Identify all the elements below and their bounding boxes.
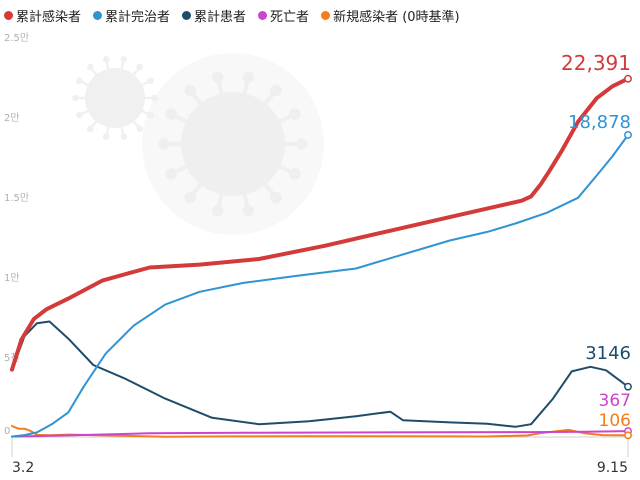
virus-icon: [142, 53, 324, 235]
legend-label: 累計感染者: [16, 9, 82, 25]
end-value-label: 367: [599, 391, 631, 411]
x-tick-label: 9.15: [597, 460, 628, 476]
legend-label: 新規感染者 (0時基準): [333, 9, 460, 25]
legend-swatch: [258, 10, 268, 20]
series-layer: [10, 76, 630, 438]
series-end-point: [624, 131, 632, 139]
legend-swatch: [4, 10, 13, 20]
legend-item-0: 累計感染者: [4, 6, 81, 25]
legend-swatch: [93, 10, 103, 20]
legend-swatch: [182, 10, 192, 20]
series-end-point: [624, 431, 632, 440]
end-value-label: 22,391: [561, 51, 631, 75]
legend-swatch: [321, 10, 331, 20]
y-tick-label: 2.5만: [4, 32, 29, 44]
series-line-0: [10, 76, 630, 372]
legend-item-4: 新規感染者 (0時基準): [321, 6, 460, 25]
y-tick-label: 0: [4, 426, 10, 437]
series-line-4: [11, 425, 629, 438]
legend-label: 累計完治者: [105, 9, 171, 25]
end-value-label: 3146: [585, 343, 631, 364]
legend-item-1: 累計完治者: [93, 6, 170, 25]
series-line-3: [11, 430, 629, 438]
virus-icon: [72, 56, 158, 140]
x-axis: 3.2 9.15: [11, 437, 629, 476]
chart-legend: 累計感染者 累計完治者 累計患者 死亡者 新規感染者 (0時基準): [4, 4, 460, 26]
x-tick-label: 3.2: [12, 460, 34, 476]
end-value-label: 18,878: [568, 112, 631, 133]
series-end-point: [624, 382, 632, 391]
legend-item-3: 死亡者: [258, 6, 309, 25]
series-end-point: [624, 74, 632, 83]
y-tick-label: 1만: [4, 272, 20, 284]
legend-label: 死亡者: [270, 9, 310, 25]
y-tick-label: 2만: [4, 112, 20, 124]
y-tick-label: 1.5만: [4, 192, 29, 204]
end-value-label: 106: [599, 411, 631, 431]
virus-illustration: [72, 53, 324, 235]
legend-item-2: 累計患者: [182, 6, 246, 25]
legend-label: 累計患者: [194, 9, 247, 25]
series-line-1: [11, 134, 629, 438]
series-line-2: [11, 320, 629, 428]
